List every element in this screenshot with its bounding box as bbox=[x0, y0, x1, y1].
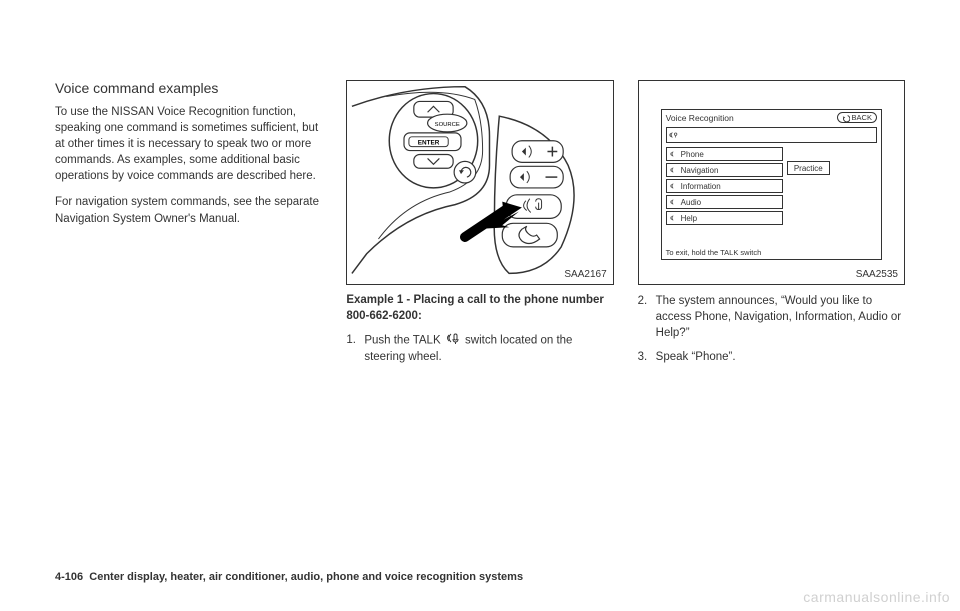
back-button: BACK bbox=[837, 112, 877, 123]
menu-label-phone: Phone bbox=[681, 150, 704, 159]
intro-paragraph-2: For navigation system commands, see the … bbox=[55, 194, 322, 226]
watermark: carmanualsonline.info bbox=[803, 589, 950, 605]
figure-voice-screen: Voice Recognition BACK Phone bbox=[638, 80, 905, 285]
page-number: 4-106 bbox=[55, 571, 83, 583]
voice-bullet-icon bbox=[670, 214, 678, 222]
menu-label-navigation: Navigation bbox=[681, 166, 719, 175]
menu-item-navigation: Navigation bbox=[666, 163, 783, 177]
page-footer: 4-106 Center display, heater, air condit… bbox=[55, 571, 523, 583]
step-1: 1. Push the TALK switch located on the s… bbox=[346, 332, 613, 365]
column-3: Voice Recognition BACK Phone bbox=[638, 80, 905, 500]
section-title: Voice command examples bbox=[55, 80, 322, 96]
step-3-number: 3. bbox=[638, 349, 656, 365]
menu-right: Practice bbox=[787, 147, 877, 227]
menu-item-help: Help bbox=[666, 211, 783, 225]
section-name: Center display, heater, air conditioner,… bbox=[89, 571, 523, 583]
back-arrow-icon bbox=[842, 114, 850, 122]
example-1-caption: Example 1 - Placing a call to the phone … bbox=[346, 293, 613, 324]
menu-item-information: Information bbox=[666, 179, 783, 193]
steering-controls-illustration: SOURCE ENTER bbox=[347, 81, 612, 284]
menu-list: Phone Navigation Information Audio bbox=[666, 147, 783, 227]
menu-label-audio: Audio bbox=[681, 198, 701, 207]
menu-zone: Phone Navigation Information Audio bbox=[662, 145, 881, 229]
step-1-number: 1. bbox=[346, 332, 364, 365]
intro-paragraph-1: To use the NISSAN Voice Recognition func… bbox=[55, 104, 322, 184]
voice-bullet-icon bbox=[670, 198, 678, 206]
back-label: BACK bbox=[852, 113, 872, 122]
step-3: 3. Speak “Phone”. bbox=[638, 349, 905, 365]
speak-input-row bbox=[666, 127, 877, 143]
source-label: SOURCE bbox=[435, 122, 460, 128]
screen-footer-text: To exit, hold the TALK switch bbox=[666, 248, 762, 257]
menu-item-audio: Audio bbox=[666, 195, 783, 209]
screen-title: Voice Recognition bbox=[666, 113, 734, 123]
practice-button: Practice bbox=[787, 161, 830, 175]
talk-icon bbox=[446, 332, 460, 349]
step-1-text: Push the TALK switch located on the stee… bbox=[364, 332, 613, 365]
column-2: SOURCE ENTER bbox=[346, 80, 613, 500]
step-3-text: Speak “Phone”. bbox=[656, 349, 905, 365]
menu-label-help: Help bbox=[681, 214, 697, 223]
voice-bullet-icon bbox=[670, 166, 678, 174]
column-1: Voice command examples To use the NISSAN… bbox=[55, 80, 322, 500]
step-2-text: The system announces, “Would you like to… bbox=[656, 293, 905, 341]
step-2: 2. The system announces, “Would you like… bbox=[638, 293, 905, 341]
figure-1-label: SAA2167 bbox=[564, 269, 606, 280]
speak-icon bbox=[669, 130, 679, 140]
page-columns: Voice command examples To use the NISSAN… bbox=[55, 80, 905, 500]
voice-recognition-screen: Voice Recognition BACK Phone bbox=[661, 109, 882, 260]
menu-label-information: Information bbox=[681, 182, 721, 191]
enter-label: ENTER bbox=[418, 140, 440, 147]
figure-2-label: SAA2535 bbox=[856, 269, 898, 280]
screen-title-row: Voice Recognition BACK bbox=[662, 110, 881, 125]
menu-item-phone: Phone bbox=[666, 147, 783, 161]
voice-bullet-icon bbox=[670, 150, 678, 158]
figure-steering-wheel: SOURCE ENTER bbox=[346, 80, 613, 285]
step-1-pre: Push the TALK bbox=[364, 335, 440, 347]
step-2-number: 2. bbox=[638, 293, 656, 341]
voice-bullet-icon bbox=[670, 182, 678, 190]
